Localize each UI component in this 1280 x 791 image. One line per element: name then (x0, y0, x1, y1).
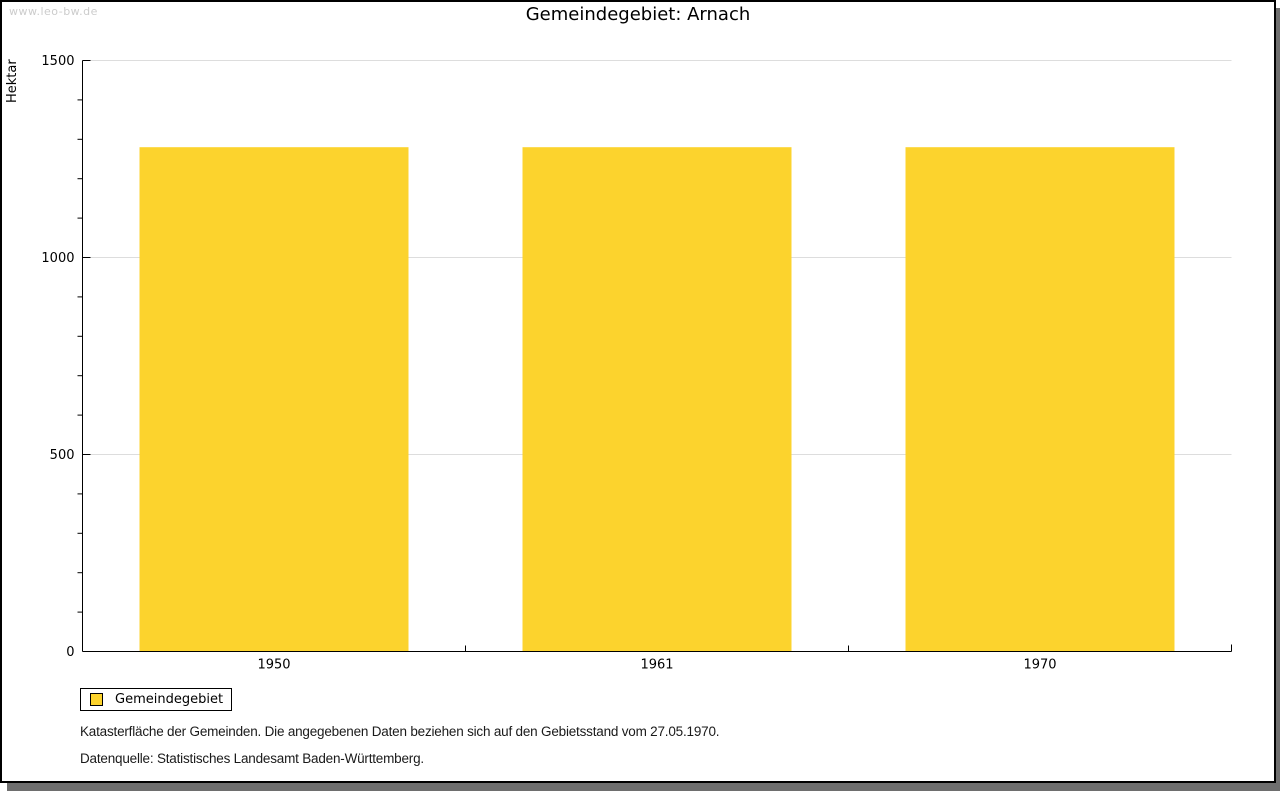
bar-1961 (522, 147, 792, 652)
footer-note-gebietsstand: Katasterfläche der Gemeinden. Die angege… (80, 724, 720, 739)
drop-shadow-right (1276, 8, 1280, 791)
legend: Gemeindegebiet (80, 688, 232, 711)
x-tick-label: 1950 (257, 658, 290, 673)
y-tick-label: 0 (66, 645, 74, 660)
bar-1950 (139, 147, 409, 652)
drop-shadow-bottom (7, 783, 1280, 791)
y-tick-label: 500 (50, 448, 75, 463)
footer-note-datenquelle: Datenquelle: Statistisches Landesamt Bad… (80, 751, 424, 766)
chart-title: Gemeindegebiet: Arnach (525, 4, 751, 25)
x-tick-label: 1970 (1023, 658, 1056, 673)
watermark: www.leo-bw.de (9, 5, 98, 18)
y-tick-label: 1500 (41, 54, 74, 69)
bar-chart-svg: 0 500 1000 1500 1950 1961 1970 (41, 54, 1232, 673)
legend-label: Gemeindegebiet (115, 692, 224, 707)
x-tick-label: 1961 (640, 658, 673, 673)
bar-1970 (905, 147, 1175, 652)
y-tick-label: 1000 (41, 251, 74, 266)
footer-notes: Katasterfläche der Gemeinden. Die angege… (80, 724, 720, 766)
legend-swatch-icon (90, 693, 103, 706)
bar-chart: 0 500 1000 1500 1950 1961 1970 (2, 2, 1274, 781)
